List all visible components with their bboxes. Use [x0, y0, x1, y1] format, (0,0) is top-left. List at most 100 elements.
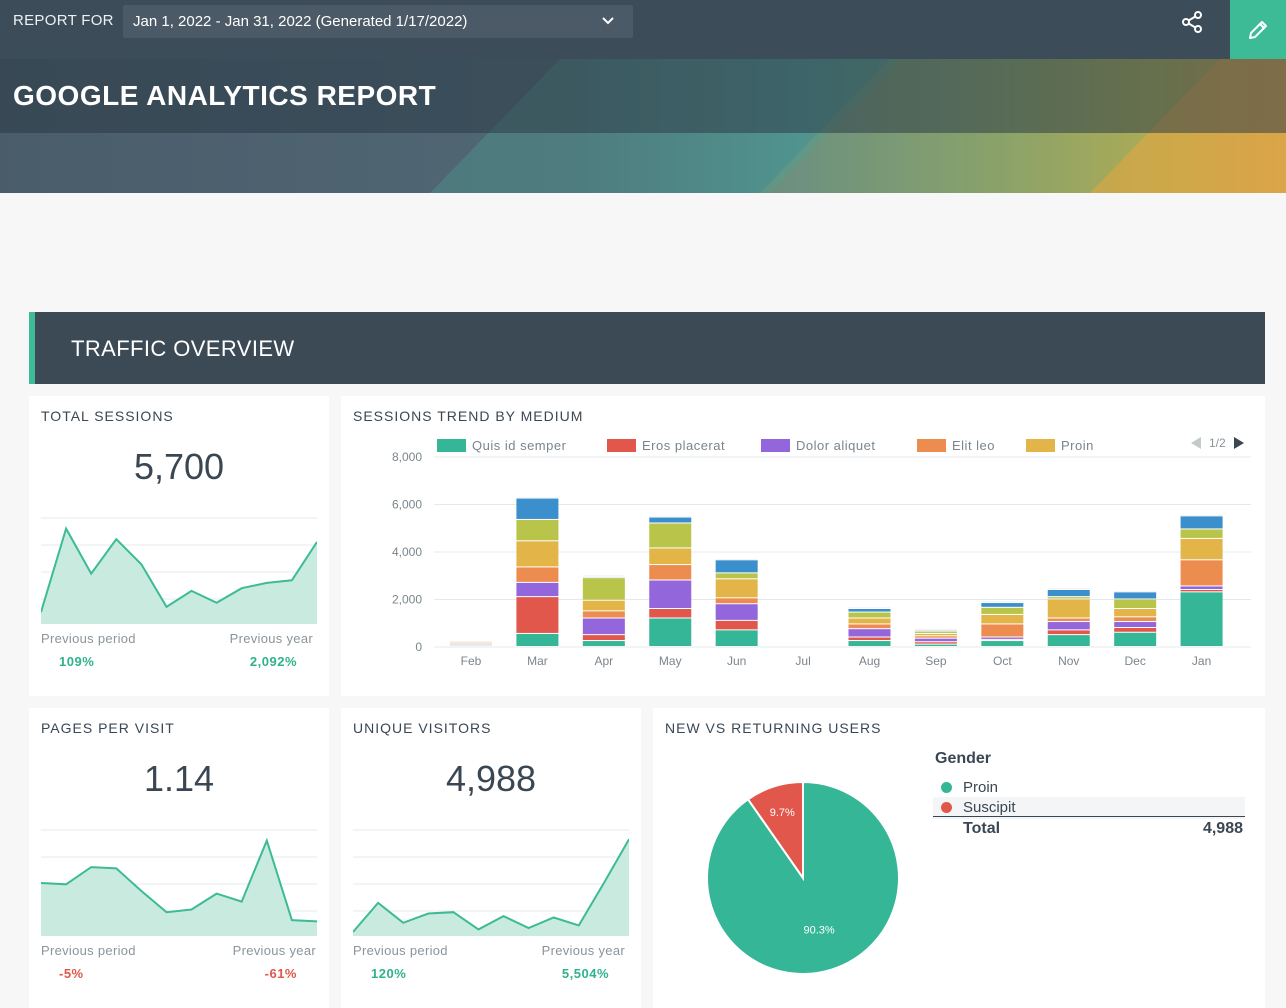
bar-segment[interactable] — [516, 583, 558, 596]
card-title: SESSIONS TREND BY MEDIUM — [353, 408, 583, 424]
card-title: PAGES PER VISIT — [41, 720, 175, 736]
bar-segment[interactable] — [583, 611, 625, 617]
bar-segment[interactable] — [849, 624, 891, 628]
bar-segment[interactable] — [1048, 635, 1090, 646]
bar-segment[interactable] — [716, 579, 758, 597]
bar-segment[interactable] — [716, 630, 758, 646]
bar-segment[interactable] — [1181, 592, 1223, 646]
legend-label: Suscipit — [963, 799, 1016, 816]
legend-row[interactable]: Proin — [933, 777, 1245, 799]
bar-segment[interactable] — [915, 634, 957, 635]
bar-segment[interactable] — [716, 604, 758, 620]
x-tick-label: Nov — [1058, 654, 1079, 668]
bar-segment[interactable] — [1114, 633, 1156, 646]
bar-segment[interactable] — [1048, 622, 1090, 629]
bar-segment[interactable] — [849, 629, 891, 636]
legend-dot — [941, 782, 952, 793]
bar-segment[interactable] — [516, 499, 558, 519]
y-tick-label: 8,000 — [392, 450, 422, 464]
x-tick-label: Mar — [527, 654, 548, 668]
bar-segment[interactable] — [1114, 628, 1156, 632]
bar-segment[interactable] — [716, 598, 758, 603]
x-tick-label: Apr — [594, 654, 613, 668]
legend-dot — [941, 802, 952, 813]
sparkline-area — [41, 529, 317, 624]
bar-segment[interactable] — [915, 632, 957, 633]
bar-segment[interactable] — [1114, 609, 1156, 616]
bar-segment[interactable] — [981, 624, 1023, 636]
section-title: TRAFFIC OVERVIEW — [71, 336, 295, 362]
x-tick-label: Oct — [993, 654, 1012, 668]
bar-segment[interactable] — [649, 524, 691, 548]
bar-segment[interactable] — [583, 578, 625, 600]
date-range-select[interactable]: Jan 1, 2022 - Jan 31, 2022 (Generated 1/… — [123, 5, 633, 38]
new-vs-returning-card: NEW VS RETURNING USERS 90.3%9.7% Gender … — [653, 708, 1265, 1008]
bar-segment[interactable] — [1181, 590, 1223, 591]
bar-segment[interactable] — [649, 609, 691, 618]
bar-segment[interactable] — [1181, 539, 1223, 559]
bar-segment[interactable] — [583, 601, 625, 611]
bar-segment[interactable] — [1114, 600, 1156, 609]
bar-segment[interactable] — [583, 619, 625, 635]
unique-visitors-card: UNIQUE VISITORS 4,988 Previous period Pr… — [341, 708, 641, 1008]
bar-segment[interactable] — [649, 518, 691, 523]
previous-period-label: Previous period — [41, 943, 136, 958]
bar-segment[interactable] — [1114, 592, 1156, 598]
pages-per-visit-sparkline — [41, 826, 317, 938]
bar-segment[interactable] — [849, 613, 891, 618]
bar-segment[interactable] — [981, 608, 1023, 614]
bar-segment[interactable] — [516, 541, 558, 566]
x-tick-label: May — [659, 654, 682, 668]
bar-segment[interactable] — [649, 619, 691, 647]
bar-segment[interactable] — [915, 639, 957, 642]
bar-segment[interactable] — [649, 548, 691, 564]
bar-segment[interactable] — [1181, 586, 1223, 589]
bar-segment[interactable] — [516, 597, 558, 633]
bar-segment[interactable] — [649, 565, 691, 579]
share-icon — [1180, 10, 1204, 34]
bar-segment[interactable] — [583, 641, 625, 646]
card-title: NEW VS RETURNING USERS — [665, 720, 881, 736]
bar-segment[interactable] — [849, 619, 891, 624]
bar-segment[interactable] — [1048, 619, 1090, 622]
bar-segment[interactable] — [516, 634, 558, 646]
bar-segment[interactable] — [915, 645, 957, 646]
sparkline-area — [41, 841, 317, 936]
bar-segment[interactable] — [716, 560, 758, 572]
bar-segment[interactable] — [981, 638, 1023, 639]
bar-segment[interactable] — [716, 621, 758, 630]
bar-segment[interactable] — [915, 642, 957, 643]
bar-segment[interactable] — [849, 641, 891, 646]
x-tick-label: Feb — [461, 654, 482, 668]
bar-segment[interactable] — [1048, 600, 1090, 618]
page-title: GOOGLE ANALYTICS REPORT — [13, 80, 436, 112]
bar-segment[interactable] — [716, 573, 758, 578]
bar-segment[interactable] — [1048, 597, 1090, 598]
share-button[interactable] — [1172, 2, 1212, 42]
bar-segment[interactable] — [981, 641, 1023, 646]
bar-segment[interactable] — [915, 636, 957, 637]
previous-period-change: 120% — [371, 966, 406, 981]
bar-segment[interactable] — [1114, 622, 1156, 627]
bar-segment[interactable] — [1181, 516, 1223, 528]
bar-segment[interactable] — [849, 638, 891, 641]
bar-segment[interactable] — [583, 635, 625, 640]
x-tick-label: Dec — [1124, 654, 1145, 668]
bar-segment[interactable] — [1181, 529, 1223, 538]
bar-segment[interactable] — [981, 615, 1023, 624]
y-tick-label: 2,000 — [392, 593, 422, 607]
total-sessions-card: TOTAL SESSIONS 5,700 Previous period Pre… — [29, 396, 329, 696]
bar-segment[interactable] — [1048, 630, 1090, 634]
legend-total-row: Total 4,988 — [933, 816, 1245, 841]
bar-segment[interactable] — [981, 603, 1023, 607]
bar-segment[interactable] — [1114, 617, 1156, 621]
bar-segment[interactable] — [849, 609, 891, 612]
date-range-value: Jan 1, 2022 - Jan 31, 2022 (Generated 1/… — [133, 13, 467, 30]
previous-year-change: 5,504% — [562, 966, 609, 981]
edit-button[interactable] — [1230, 0, 1286, 59]
bar-segment[interactable] — [649, 581, 691, 609]
bar-segment[interactable] — [1181, 560, 1223, 585]
bar-segment[interactable] — [516, 520, 558, 540]
bar-segment[interactable] — [516, 567, 558, 581]
bar-segment[interactable] — [1048, 590, 1090, 596]
